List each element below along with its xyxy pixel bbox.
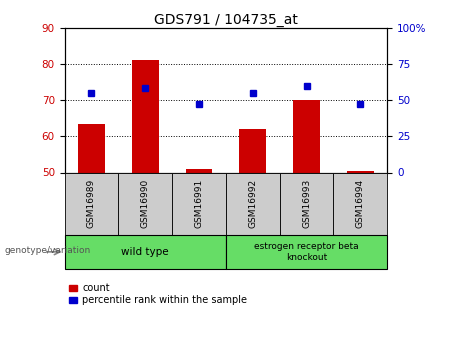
- Bar: [185, 169, 213, 172]
- Bar: [293, 100, 320, 172]
- Text: genotype/variation: genotype/variation: [5, 246, 91, 255]
- Text: count: count: [82, 283, 110, 293]
- Text: GSM16989: GSM16989: [87, 179, 96, 228]
- Title: GDS791 / 104735_at: GDS791 / 104735_at: [154, 12, 298, 27]
- Bar: [347, 171, 374, 172]
- Bar: [78, 124, 105, 172]
- Text: GSM16991: GSM16991: [195, 179, 203, 228]
- Bar: [239, 129, 266, 172]
- Text: GSM16994: GSM16994: [356, 179, 365, 228]
- Bar: [132, 60, 159, 172]
- Text: wild type: wild type: [121, 247, 169, 257]
- Text: GSM16993: GSM16993: [302, 179, 311, 228]
- Text: GSM16992: GSM16992: [248, 179, 257, 228]
- Text: percentile rank within the sample: percentile rank within the sample: [82, 295, 247, 305]
- Text: GSM16990: GSM16990: [141, 179, 150, 228]
- Text: estrogen receptor beta
knockout: estrogen receptor beta knockout: [254, 242, 359, 262]
